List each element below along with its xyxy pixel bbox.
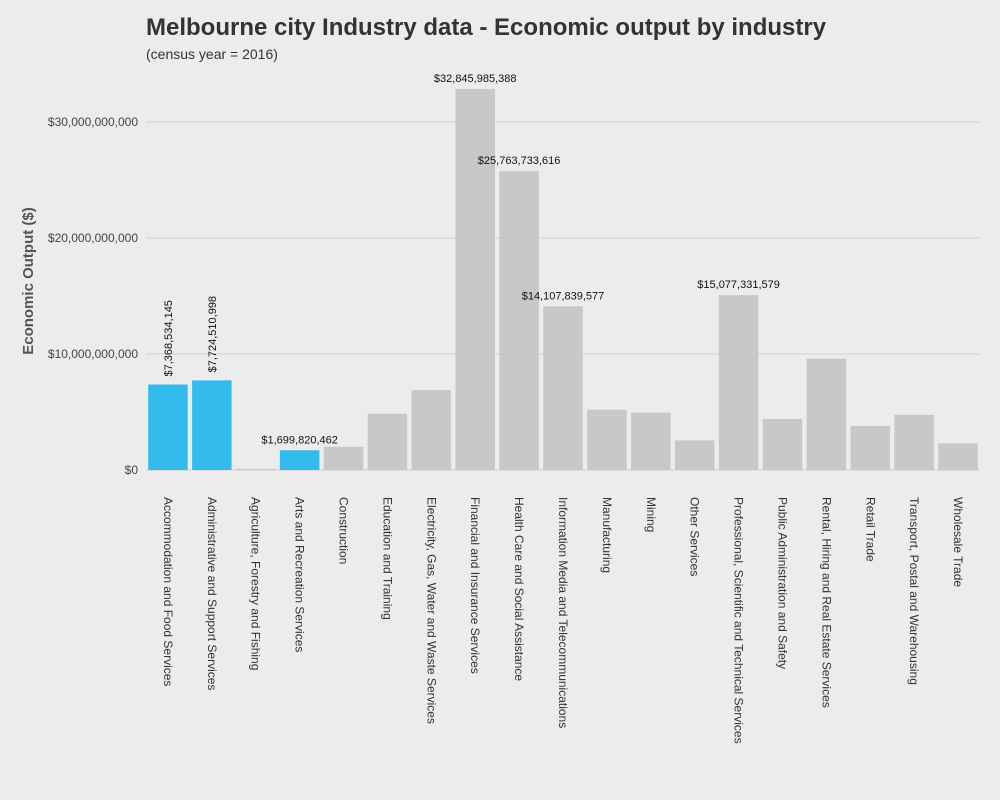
x-tick-label: Administrative and Support Services bbox=[205, 497, 219, 690]
x-tick-label: Rental, Hiring and Real Estate Services bbox=[819, 497, 833, 708]
bar bbox=[148, 384, 188, 470]
bar bbox=[938, 443, 978, 470]
x-tick-label: Financial and Insurance Services bbox=[468, 497, 482, 674]
x-tick-label: Professional, Scientific and Technical S… bbox=[732, 497, 746, 744]
bar bbox=[235, 468, 276, 470]
bar bbox=[455, 88, 495, 470]
bar bbox=[806, 358, 847, 470]
bar bbox=[543, 306, 583, 470]
x-tick-label: Public Administration and Safety bbox=[775, 497, 789, 669]
data-label: $32,845,985,388 bbox=[434, 73, 517, 85]
data-label: $14,107,839,577 bbox=[522, 290, 605, 302]
bar bbox=[850, 425, 891, 470]
data-label: $7,368,534,145 bbox=[163, 300, 175, 376]
data-labels: $7,368,534,145 $7,724,510,998 $1,699,820,4… bbox=[163, 73, 780, 446]
y-tick-label: $10,000,000,000 bbox=[48, 347, 138, 361]
x-tick-label: Manufacturing bbox=[600, 497, 614, 573]
bar bbox=[323, 446, 364, 470]
bar bbox=[411, 389, 452, 470]
bar bbox=[674, 440, 715, 470]
chart-title: Melbourne city Industry data - Economic … bbox=[146, 14, 827, 41]
y-axis-title: Economic Output ($) bbox=[20, 207, 37, 355]
x-tick-label: Retail Trade bbox=[863, 497, 877, 562]
x-tick-label: Education and Training bbox=[380, 497, 394, 620]
bar bbox=[762, 418, 803, 470]
bars bbox=[148, 88, 978, 470]
bar bbox=[894, 414, 934, 470]
data-label: $25,763,733,616 bbox=[478, 155, 561, 167]
x-tick-label: Health Care and Social Assistance bbox=[512, 497, 526, 681]
x-tick-label: Construction bbox=[337, 497, 351, 564]
data-label: $15,077,331,579 bbox=[697, 279, 780, 291]
x-tick-label: Agriculture, Forestry and Fishing bbox=[249, 497, 263, 670]
bar bbox=[631, 412, 671, 470]
x-tick-label: Wholesale Trade bbox=[951, 497, 965, 587]
x-tick-label: Accommodation and Food Services bbox=[161, 497, 175, 686]
x-tick-label: Information Media and Telecommunications bbox=[556, 497, 570, 728]
y-axis-ticks: $0 $10,000,000,000 $20,000,000,000 $30,000,… bbox=[48, 115, 138, 477]
x-tick-label: Electricity, Gas, Water and Waste Servic… bbox=[424, 497, 438, 724]
data-label: $1,699,820,462 bbox=[261, 434, 337, 446]
x-tick-label: Transport, Postal and Warehousing bbox=[907, 497, 921, 685]
bar bbox=[587, 409, 627, 470]
x-tick-label: Mining bbox=[644, 497, 658, 532]
y-tick-label: $30,000,000,000 bbox=[48, 115, 138, 129]
bar bbox=[499, 171, 539, 470]
bar bbox=[192, 380, 232, 470]
x-tick-label: Arts and Recreation Services bbox=[293, 497, 307, 652]
chart-subtitle: (census year = 2016) bbox=[146, 46, 278, 62]
x-axis-categories: Accommodation and Food Services Administr… bbox=[161, 497, 965, 744]
bar bbox=[279, 450, 320, 470]
x-tick-label: Other Services bbox=[688, 497, 702, 576]
bar bbox=[367, 413, 408, 470]
y-tick-label: $20,000,000,000 bbox=[48, 231, 138, 245]
y-tick-label: $0 bbox=[125, 463, 139, 477]
bar bbox=[718, 295, 759, 470]
data-label: $7,724,510,998 bbox=[207, 296, 219, 372]
